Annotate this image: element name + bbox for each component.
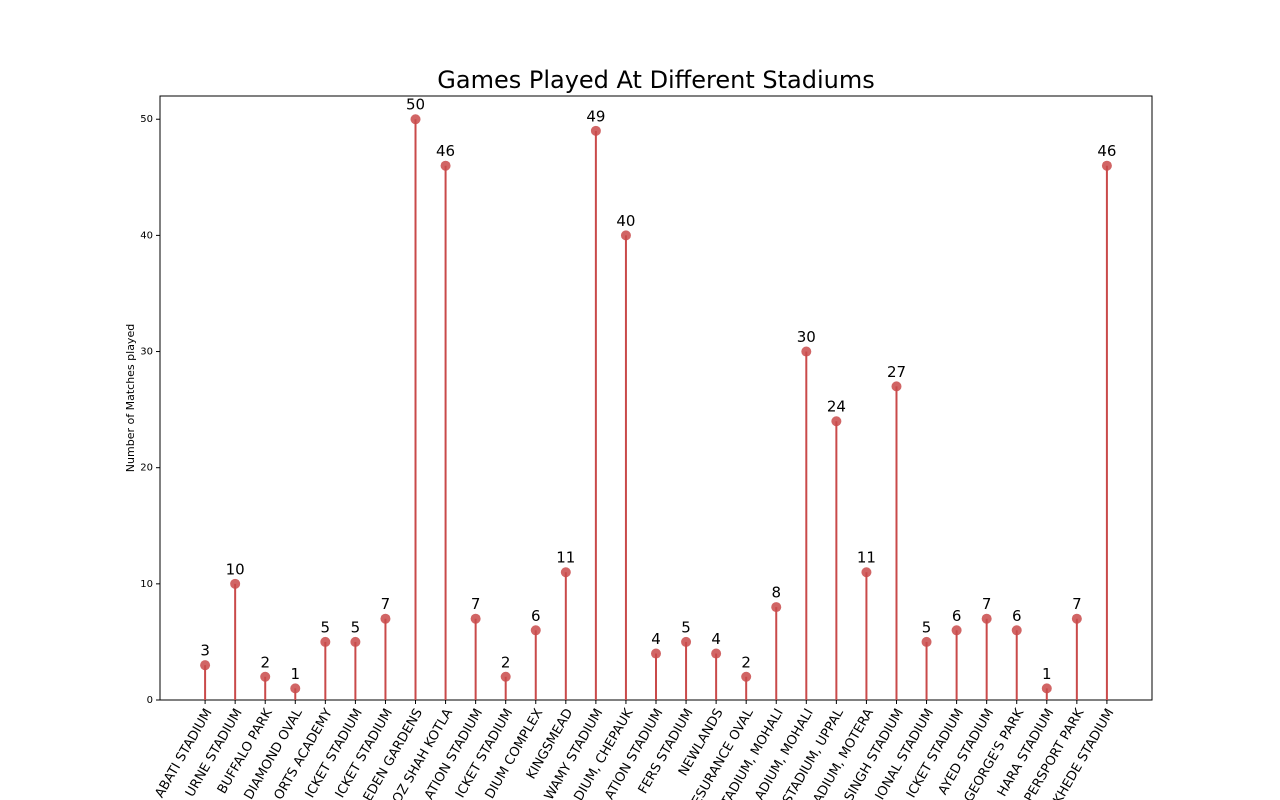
value-label: 2	[501, 653, 511, 671]
value-label: 2	[741, 653, 751, 671]
value-label: 5	[321, 618, 331, 636]
dot	[651, 648, 661, 659]
y-tick-label: 30	[140, 347, 153, 358]
value-label: 40	[616, 212, 635, 230]
value-label: 10	[226, 560, 245, 578]
value-label: 7	[471, 595, 481, 613]
value-label: 49	[586, 107, 605, 125]
value-label: 2	[260, 653, 270, 671]
value-label: 4	[711, 630, 721, 648]
dot	[981, 613, 992, 624]
dot	[200, 660, 211, 671]
y-tick-label: 10	[140, 579, 153, 590]
value-label: 7	[982, 595, 992, 613]
value-label: 5	[922, 618, 932, 636]
dot	[440, 160, 451, 171]
y-tick-label: 20	[140, 463, 153, 474]
y-tick-label: 50	[140, 114, 153, 125]
dot	[560, 567, 571, 578]
dot	[741, 671, 752, 682]
dot	[951, 625, 962, 636]
value-label: 7	[1072, 595, 1082, 613]
dot	[350, 636, 361, 647]
value-label: 30	[797, 328, 816, 346]
dot	[771, 602, 782, 613]
dot	[470, 613, 481, 624]
value-label: 6	[1012, 607, 1022, 625]
value-label: 24	[827, 398, 846, 416]
dot	[320, 636, 331, 647]
value-label: 6	[952, 607, 962, 625]
y-tick-label: 40	[140, 230, 153, 241]
dot	[590, 125, 601, 136]
value-label: 8	[771, 584, 781, 602]
dot	[1011, 625, 1022, 636]
value-label: 11	[857, 549, 876, 567]
value-label: 11	[556, 549, 575, 567]
dot	[711, 648, 722, 659]
value-label: 46	[1097, 142, 1116, 160]
dot	[1101, 160, 1112, 171]
dot	[380, 613, 391, 624]
value-label: 27	[887, 363, 906, 381]
dot	[891, 381, 902, 392]
dot	[1041, 683, 1052, 694]
value-label: 1	[290, 665, 300, 683]
value-label: 50	[406, 96, 425, 114]
dot	[1071, 613, 1082, 624]
value-label: 1	[1042, 665, 1052, 683]
value-label: 7	[381, 595, 391, 613]
dot	[260, 671, 271, 682]
dot	[681, 636, 692, 647]
value-label: 5	[351, 618, 361, 636]
dot	[801, 346, 812, 357]
dot	[230, 578, 241, 589]
dot	[861, 567, 872, 578]
value-label: 5	[681, 618, 691, 636]
dot	[500, 671, 511, 682]
y-tick-label: 0	[147, 695, 153, 706]
dot	[620, 230, 631, 241]
value-label: 3	[200, 642, 210, 660]
dot	[530, 625, 541, 636]
plot-frame	[159, 95, 1153, 701]
value-label: 6	[531, 607, 541, 625]
value-label: 4	[651, 630, 661, 648]
value-label: 46	[436, 142, 455, 160]
dot	[921, 636, 932, 647]
dot	[290, 683, 301, 694]
dot	[831, 416, 842, 427]
dot	[410, 114, 421, 125]
chart-title: Games Played At Different Stadiums	[437, 66, 874, 94]
y-axis-label: Number of Matches played	[124, 324, 137, 472]
